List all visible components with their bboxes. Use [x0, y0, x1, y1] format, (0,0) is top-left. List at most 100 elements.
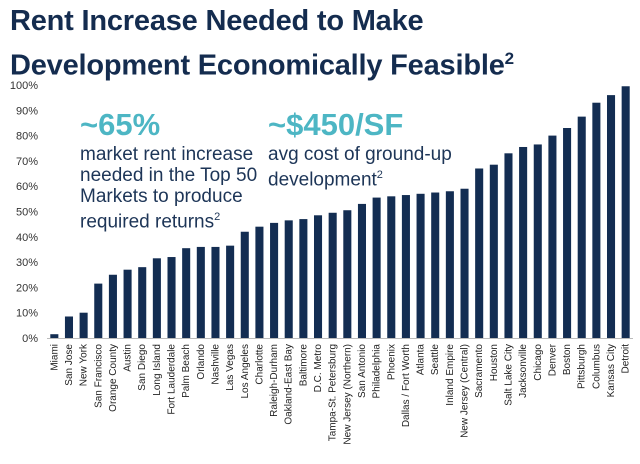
x-tick-label: Salt Lake City — [503, 344, 514, 406]
bar — [548, 135, 557, 338]
callout-line-text: development — [268, 169, 377, 191]
bar — [94, 283, 103, 338]
bar — [357, 203, 367, 338]
y-tick-label: 0% — [22, 333, 38, 345]
x-tick-label: Fort Lauderdale — [167, 344, 178, 415]
bar — [387, 196, 396, 338]
bar — [299, 219, 308, 338]
x-tick-label: San Francisco — [93, 344, 104, 408]
bar — [50, 334, 59, 338]
bar — [504, 153, 513, 338]
x-tick-label: Philadelphia — [372, 344, 383, 399]
title-line-1: Rent Increase Needed to Make — [10, 5, 424, 37]
x-tick-label: Pittsburgh — [577, 344, 588, 389]
x-tick-label: D.C. Metro — [313, 344, 324, 393]
bar — [431, 192, 440, 338]
y-tick-label: 70% — [16, 156, 38, 168]
y-tick-label: 60% — [16, 181, 38, 193]
x-tick-label: Nashville — [210, 344, 221, 385]
bar — [621, 86, 630, 338]
bar — [372, 197, 381, 338]
x-tick-label: New York — [79, 343, 90, 386]
x-tick-label: Columbus — [591, 344, 602, 389]
x-tick-label: Denver — [547, 343, 558, 376]
bar — [563, 128, 572, 338]
bar — [401, 195, 410, 338]
y-tick-label: 30% — [16, 257, 38, 269]
y-tick-label: 50% — [16, 207, 38, 219]
x-tick-label: Los Angeles — [240, 344, 251, 399]
y-tick-label: 100% — [10, 80, 38, 92]
y-tick-label: 80% — [16, 131, 38, 143]
callout-line-text: required returns — [80, 211, 215, 233]
callout-line: market rent increase — [80, 144, 254, 165]
callout-line: development2 — [268, 165, 452, 190]
x-tick-label: Orlando — [196, 344, 207, 380]
x-tick-label: Palm Beach — [181, 344, 192, 398]
callout-65-text: market rent increase needed in the Top 5… — [80, 144, 257, 232]
x-tick-label: San Diego — [137, 344, 148, 391]
bar — [152, 258, 161, 338]
x-tick-label: Tampa-St. Petersburg — [328, 344, 339, 441]
bar — [416, 193, 425, 338]
bar — [533, 144, 542, 338]
bar — [606, 95, 616, 339]
callout-450-text: avg cost of ground-up development2 — [268, 144, 452, 190]
x-tick-label: New Jersey (Northern) — [342, 344, 353, 445]
x-tick-label: Long Island — [152, 344, 163, 396]
bar — [211, 246, 220, 338]
bar — [270, 222, 279, 338]
bar — [577, 116, 586, 338]
x-tick-label: Atlanta — [416, 344, 427, 376]
callout-line: avg cost of ground-up — [268, 144, 452, 165]
x-tick-label: Charlotte — [254, 344, 265, 385]
callout-65-value: ~65% — [80, 107, 161, 142]
y-tick-label: 90% — [16, 105, 38, 117]
title-footnote: 2 — [504, 49, 514, 68]
x-tick-label: San Jose — [64, 344, 75, 386]
callout-line: needed in the Top 50 — [80, 165, 258, 186]
x-tick-label: Las Vegas — [225, 344, 236, 391]
x-tick-label: New Jersey (Central) — [460, 344, 471, 438]
x-tick-label: Miami — [49, 344, 60, 371]
bar — [123, 269, 132, 338]
x-tick-label: Jacksonville — [518, 344, 529, 398]
x-tick-label: Inland Empire — [445, 344, 456, 406]
bar — [519, 146, 528, 338]
footnote: 2 — [214, 211, 221, 223]
bar — [226, 245, 235, 338]
x-tick-label: Orange County — [108, 344, 119, 412]
bar — [284, 220, 293, 338]
title-line-2: Development Economically Feasible2 — [10, 42, 514, 83]
bar — [64, 316, 74, 338]
x-tick-label: Houston — [489, 344, 500, 381]
callout-line: required returns2 — [80, 207, 257, 232]
bar — [445, 191, 454, 338]
footnote: 2 — [376, 169, 383, 181]
bar — [138, 267, 147, 338]
bar — [475, 168, 484, 338]
bar — [592, 102, 601, 339]
bar — [343, 210, 352, 338]
bar — [79, 312, 88, 338]
bar — [108, 274, 117, 338]
bar — [196, 246, 205, 338]
bar — [328, 212, 337, 338]
bar — [167, 257, 176, 338]
callout-line: Markets to produce — [80, 186, 243, 207]
bar — [182, 248, 191, 338]
y-tick-label: 20% — [16, 282, 38, 294]
x-tick-label: Detroit — [621, 344, 632, 374]
x-tick-label: Dallas / Fort Worth — [401, 344, 412, 427]
bar — [460, 188, 469, 338]
bar — [489, 164, 498, 338]
x-tick-label: Kansas City — [606, 344, 617, 397]
bar — [255, 226, 264, 338]
x-tick-label: Austin — [123, 344, 134, 372]
x-tick-label: Baltimore — [298, 344, 309, 387]
x-tick-label: Chicago — [533, 344, 544, 381]
x-tick-label: Oakland-East Bay — [284, 344, 295, 425]
callout-450-value: ~$450/SF — [268, 107, 404, 142]
